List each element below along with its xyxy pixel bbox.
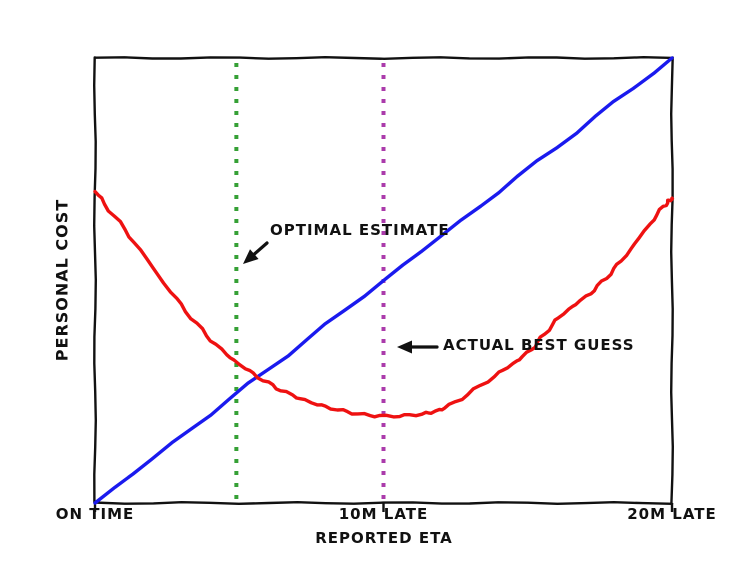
annotation-actual-best-guess: ACTUAL BEST GUESS — [443, 336, 635, 354]
annotation-optimal-estimate: OPTIMAL ESTIMATE — [270, 221, 450, 239]
red-u-shaped-cost-curve — [93, 189, 675, 419]
x-tick-label-on-time: ON TIME — [55, 505, 135, 523]
annotation-arrow-head-0 — [243, 249, 259, 264]
blue-rising-cost-line — [93, 56, 674, 505]
x-axis-label: REPORTED ETA — [315, 529, 453, 547]
x-tick-label-10m-late: 10M LATE — [338, 505, 429, 523]
y-axis-label: PERSONAL COST — [52, 198, 72, 362]
annotation-arrow-head-1 — [397, 340, 412, 354]
x-tick-label-20m-late: 20M LATE — [627, 505, 717, 523]
annotation-arrow-shaft-0 — [252, 241, 269, 256]
